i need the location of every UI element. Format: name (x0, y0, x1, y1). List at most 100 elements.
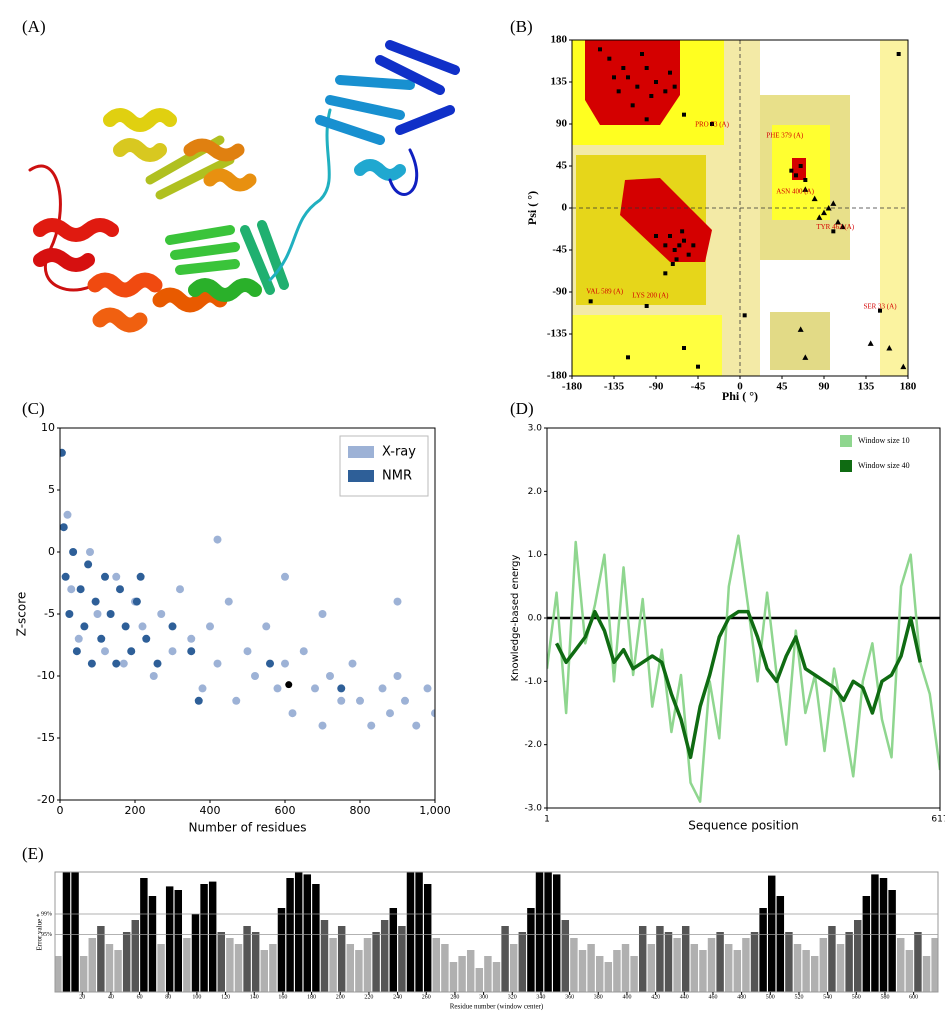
bar (579, 950, 586, 992)
bar (106, 944, 113, 992)
point (112, 660, 120, 668)
x-tick-label: -45 (691, 381, 706, 393)
bar (699, 950, 706, 992)
bar (132, 920, 139, 992)
bar (906, 950, 913, 992)
point (640, 52, 644, 56)
sheet (170, 230, 235, 270)
point (607, 57, 611, 61)
bar (536, 872, 543, 992)
bar (845, 932, 852, 992)
bar (716, 932, 723, 992)
y-tick-label: -5 (44, 607, 55, 620)
point (77, 585, 85, 593)
point (84, 560, 92, 568)
helix (360, 165, 400, 175)
point (150, 672, 158, 680)
x-tick-label: 80 (165, 994, 171, 1000)
point (621, 66, 625, 70)
x-tick-label: 400 (200, 804, 221, 817)
point (635, 85, 639, 89)
bar (759, 908, 766, 992)
point (289, 709, 297, 717)
x-tick-label: 580 (880, 994, 889, 1000)
point (682, 113, 686, 117)
point (62, 573, 70, 581)
bar (613, 950, 620, 992)
y-tick-label: 3.0 (528, 424, 543, 434)
point (645, 66, 649, 70)
helix (40, 255, 88, 265)
x-tick-label: 440 (680, 994, 689, 1000)
bar (329, 938, 336, 992)
point (386, 709, 394, 717)
bar (622, 944, 629, 992)
point (195, 697, 203, 705)
point (691, 243, 695, 247)
bar (450, 962, 457, 992)
bar (863, 896, 870, 992)
bar (71, 872, 78, 992)
x-tick-label: 800 (350, 804, 371, 817)
point (424, 684, 432, 692)
bar (123, 932, 130, 992)
y-tick-label: 5 (48, 483, 55, 496)
point (139, 622, 147, 630)
y-tick-label: 135 (551, 76, 568, 88)
point (673, 85, 677, 89)
point (75, 635, 83, 643)
point (589, 299, 593, 303)
helix (210, 175, 250, 185)
x-tick-label: 140 (250, 994, 259, 1000)
panel: 1617-3.0-2.0-1.00.01.02.03.0Sequence pos… (510, 424, 945, 833)
bar (433, 938, 440, 992)
point (412, 722, 420, 730)
y-axis-label: Psi ( °) (525, 191, 539, 225)
point (142, 635, 150, 643)
bar (630, 956, 637, 992)
bar (286, 878, 293, 992)
bar (261, 950, 268, 992)
x-tick-label: 180 (900, 381, 917, 393)
point (107, 610, 115, 618)
point (677, 243, 681, 247)
point (122, 622, 130, 630)
x-tick-label: 340 (536, 994, 545, 1000)
bar (278, 908, 285, 992)
bar (802, 950, 809, 992)
bar (854, 920, 861, 992)
point (127, 647, 135, 655)
x-tick-label: 380 (594, 994, 603, 1000)
bar (476, 968, 483, 992)
point (300, 647, 308, 655)
bar (544, 872, 551, 992)
y-tick-label: 0 (562, 202, 568, 214)
point (73, 647, 81, 655)
legend-label: Window size 40 (858, 461, 910, 470)
x-tick-label: 600 (275, 804, 296, 817)
x-tick-label: -90 (649, 381, 664, 393)
bar (596, 956, 603, 992)
bar (390, 908, 397, 992)
point (626, 75, 630, 79)
point (379, 684, 387, 692)
x-tick-label: 420 (651, 994, 660, 1000)
panel-label: (A) (22, 17, 46, 36)
bar (923, 956, 930, 992)
bar (364, 938, 371, 992)
generous-region (770, 312, 830, 370)
x-tick-label: -180 (562, 381, 583, 393)
bar (742, 938, 749, 992)
x-tick-label: 617 (931, 815, 945, 825)
bar (811, 956, 818, 992)
point (649, 94, 653, 98)
legend-swatch (348, 470, 374, 482)
annotation: ASN 400 (A) (776, 188, 814, 196)
point (671, 262, 675, 266)
bar (768, 876, 775, 992)
legend-label: NMR (382, 469, 412, 484)
y-tick-label: 10 (41, 421, 55, 434)
x-tick-label: 540 (823, 994, 832, 1000)
x-tick-label: 400 (622, 994, 631, 1000)
